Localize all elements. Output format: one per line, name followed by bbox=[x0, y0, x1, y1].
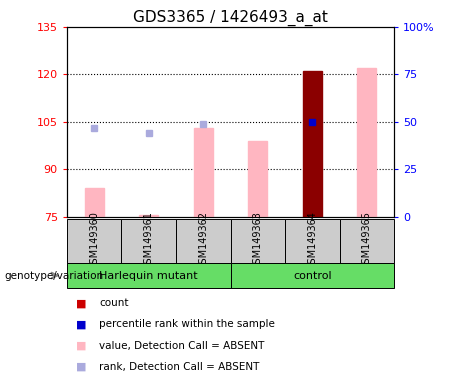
Bar bbox=[194, 128, 213, 217]
Title: GDS3365 / 1426493_a_at: GDS3365 / 1426493_a_at bbox=[133, 9, 328, 25]
Bar bbox=[67, 219, 121, 263]
Bar bbox=[248, 141, 267, 217]
Text: ■: ■ bbox=[76, 319, 87, 329]
Text: percentile rank within the sample: percentile rank within the sample bbox=[99, 319, 275, 329]
Text: GSM149362: GSM149362 bbox=[198, 212, 208, 270]
Bar bbox=[176, 219, 230, 263]
Bar bbox=[230, 263, 394, 288]
Text: Harlequin mutant: Harlequin mutant bbox=[100, 270, 198, 281]
Text: rank, Detection Call = ABSENT: rank, Detection Call = ABSENT bbox=[99, 362, 260, 372]
Bar bbox=[139, 215, 158, 217]
Bar bbox=[84, 189, 104, 217]
Bar bbox=[340, 219, 394, 263]
Text: GSM149360: GSM149360 bbox=[89, 212, 99, 270]
Bar bbox=[357, 68, 377, 217]
Text: GSM149363: GSM149363 bbox=[253, 212, 263, 270]
Text: value, Detection Call = ABSENT: value, Detection Call = ABSENT bbox=[99, 341, 265, 351]
Bar bbox=[121, 219, 176, 263]
Bar bbox=[67, 263, 230, 288]
Text: genotype/variation: genotype/variation bbox=[5, 270, 104, 281]
Bar bbox=[230, 219, 285, 263]
Text: count: count bbox=[99, 298, 129, 308]
Text: ■: ■ bbox=[76, 362, 87, 372]
Bar bbox=[303, 71, 322, 217]
Text: ■: ■ bbox=[76, 298, 87, 308]
Text: GSM149364: GSM149364 bbox=[307, 212, 317, 270]
Text: control: control bbox=[293, 270, 331, 281]
Bar bbox=[285, 219, 340, 263]
Text: ■: ■ bbox=[76, 341, 87, 351]
Text: GSM149365: GSM149365 bbox=[362, 212, 372, 270]
Text: GSM149361: GSM149361 bbox=[144, 212, 154, 270]
